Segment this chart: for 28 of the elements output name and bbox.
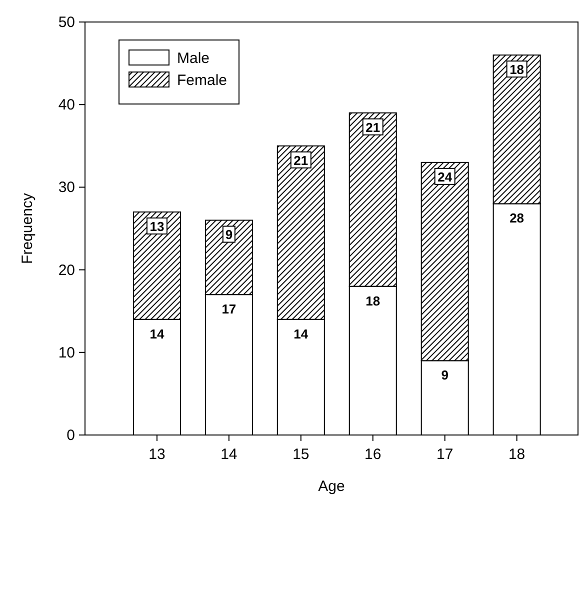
y-tick-label: 20 [58,262,75,279]
x-axis-title: Age [318,478,345,495]
data-label: 9 [225,227,233,242]
x-tick-label: 15 [292,446,310,463]
y-tick-label: 0 [66,427,75,444]
data-label: 17 [222,302,236,317]
y-tick-label: 30 [58,179,75,196]
data-label: 18 [510,62,524,78]
data-label: 18 [366,293,380,308]
data-label: 14 [294,326,309,342]
x-tick-label: 18 [508,446,526,463]
x-tick-label: 16 [364,446,382,463]
x-tick-label: 13 [148,446,166,463]
data-label: 21 [366,120,380,135]
legend-label: Female [177,72,228,89]
data-label: 24 [438,169,453,184]
data-label: 13 [150,218,164,234]
data-label: 14 [150,326,165,342]
data-label: 21 [294,152,308,168]
x-tick-label: 17 [436,446,454,463]
y-tick-label: 50 [58,14,75,31]
data-label: 9 [441,368,448,383]
y-axis-title: Frequency [19,192,36,264]
data-label: 28 [510,210,524,226]
y-tick-label: 40 [58,96,75,114]
x-tick-label: 14 [220,446,238,463]
y-tick-label: 10 [58,344,75,362]
legend-label: Male [177,50,210,67]
